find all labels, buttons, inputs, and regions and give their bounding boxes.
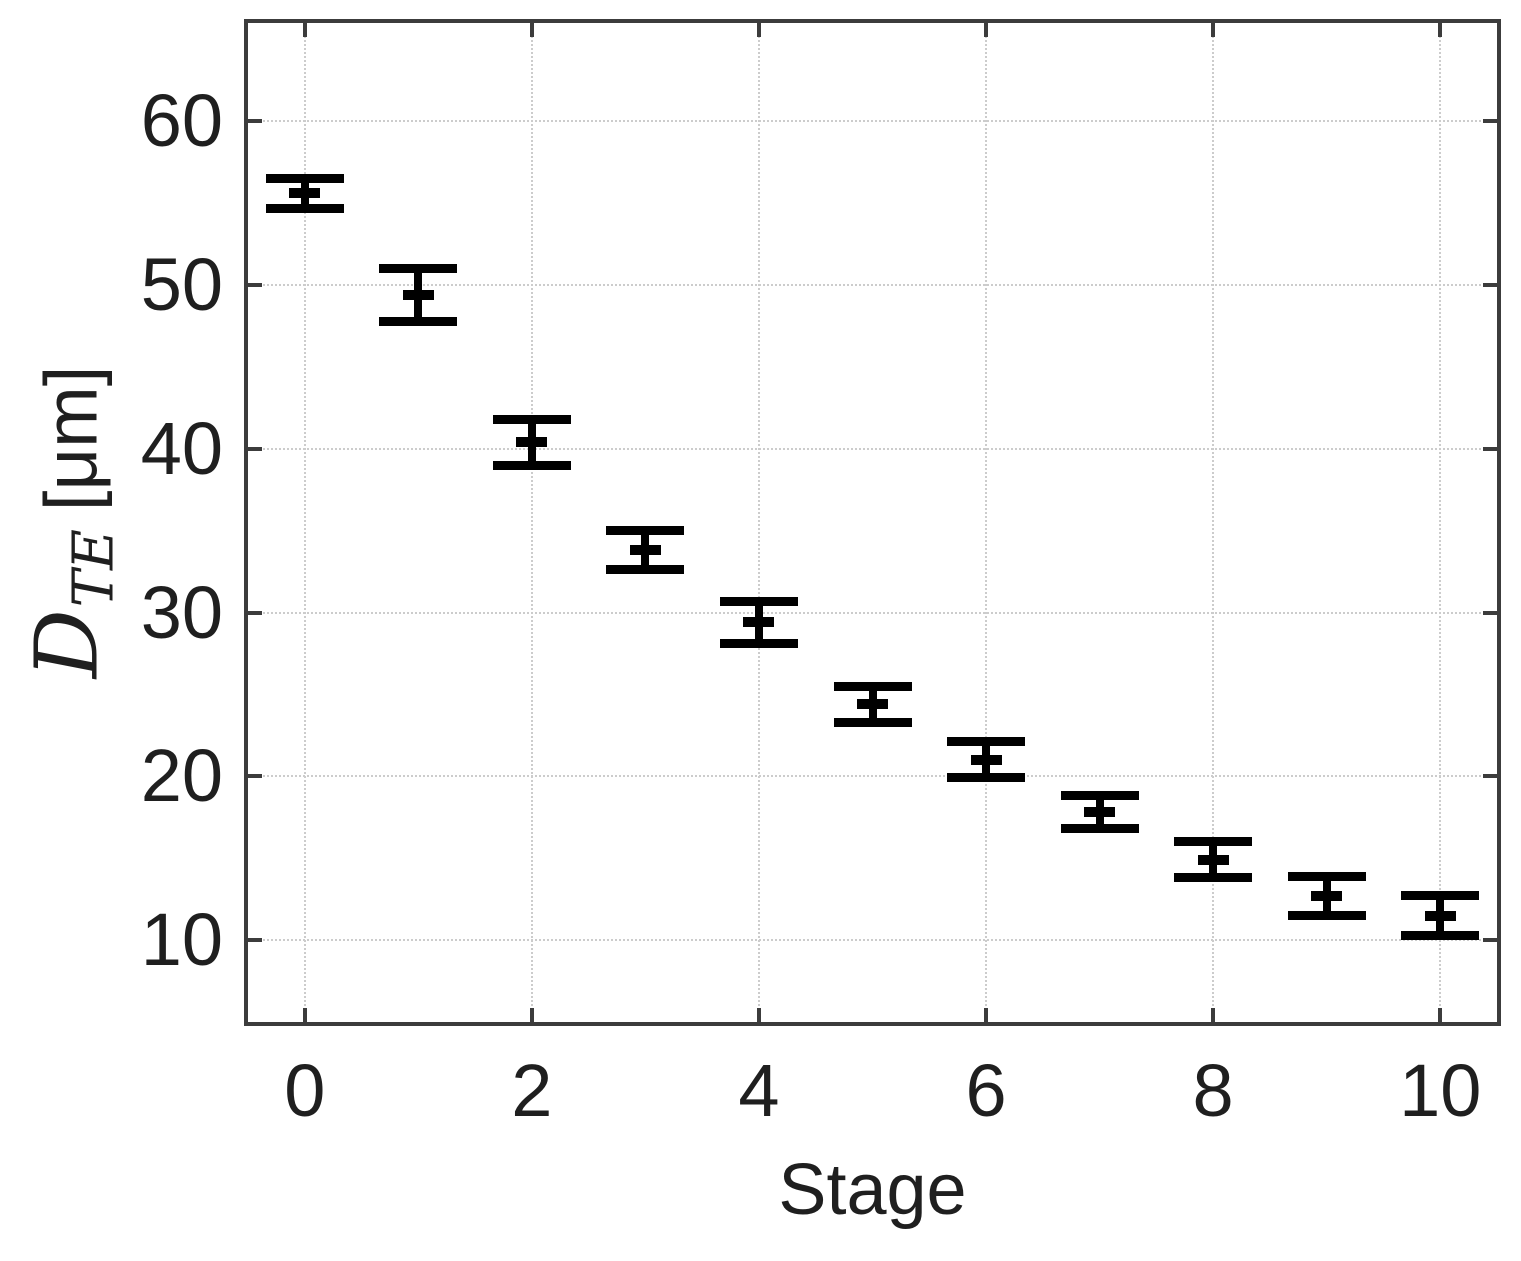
h-gridline xyxy=(248,611,1497,614)
y-tick-left xyxy=(248,119,262,124)
errorbar-marker xyxy=(743,617,775,628)
y-tick-label: 10 xyxy=(140,898,223,982)
x-tick-top xyxy=(756,23,761,37)
errorbar-marker xyxy=(516,437,548,448)
errorbar-point xyxy=(248,23,1497,1022)
x-tick-label: 8 xyxy=(1192,1049,1234,1132)
errorbar-point xyxy=(248,23,1497,1022)
x-tick-bottom xyxy=(302,1008,307,1022)
errorbar-marker xyxy=(1197,854,1229,865)
errorbar-cap-top xyxy=(1060,791,1139,801)
errorbar-cap-top xyxy=(265,174,344,184)
x-tick-label: 10 xyxy=(1399,1049,1482,1132)
y-tick-label: 20 xyxy=(140,734,223,818)
y-tick-right xyxy=(1483,774,1497,779)
errorbar-cap-top xyxy=(1401,891,1480,901)
x-tick-top xyxy=(529,23,534,37)
errorbar-point xyxy=(248,23,1497,1022)
x-tick-label: 0 xyxy=(284,1049,326,1132)
x-tick-bottom xyxy=(1211,1008,1216,1022)
y-tick-right xyxy=(1483,446,1497,451)
errorbar-cap-bottom xyxy=(719,639,798,649)
errorbar-cap-bottom xyxy=(833,717,912,727)
v-gridline xyxy=(985,23,988,1022)
errorbar-marker xyxy=(970,754,1002,765)
v-gridline xyxy=(530,23,533,1022)
y-tick-left xyxy=(248,774,262,779)
y-tick-label: 50 xyxy=(140,243,223,327)
h-gridline xyxy=(248,447,1497,450)
errorbar-point xyxy=(248,23,1497,1022)
y-tick-left xyxy=(248,610,262,615)
x-tick-top xyxy=(984,23,989,37)
errorbar-point xyxy=(248,23,1497,1022)
y-tick-right xyxy=(1483,283,1497,288)
errorbar-marker xyxy=(1311,890,1343,901)
errorbar-point xyxy=(248,23,1497,1022)
errorbar-cap-bottom xyxy=(1174,873,1253,883)
x-tick-bottom xyxy=(984,1008,989,1022)
x-tick-bottom xyxy=(1438,1008,1443,1022)
y-tick-left xyxy=(248,938,262,943)
y-tick-right xyxy=(1483,938,1497,943)
h-gridline xyxy=(248,120,1497,123)
y-tick-left xyxy=(248,283,262,288)
errorbar-marker xyxy=(857,699,888,710)
errorbar-point xyxy=(248,23,1497,1022)
errorbar-cap-top xyxy=(833,681,912,691)
errorbar-cap-bottom xyxy=(947,773,1026,783)
errorbar-point xyxy=(248,23,1497,1022)
h-gridline xyxy=(248,284,1497,287)
y-tick-label: 30 xyxy=(140,570,223,654)
v-gridline xyxy=(1439,23,1442,1022)
plot-area xyxy=(244,19,1501,1026)
y-axis-label: DTE[μm] xyxy=(0,23,143,1022)
y-tick-right xyxy=(1483,610,1497,615)
x-tick-label: 2 xyxy=(511,1049,553,1132)
v-gridline xyxy=(303,23,306,1022)
errorbar-marker xyxy=(629,545,661,556)
errorbar-marker xyxy=(1424,910,1456,921)
v-gridline xyxy=(757,23,760,1022)
errorbar-cap-bottom xyxy=(265,203,344,213)
y-tick-label: 40 xyxy=(140,406,223,490)
errorbar-cap-top xyxy=(492,414,571,424)
errorbar-cap-bottom xyxy=(379,316,458,326)
x-axis-label: Stage xyxy=(778,1150,967,1230)
y-tick-label: 60 xyxy=(140,79,223,163)
errorbar-cap-top xyxy=(1287,871,1366,881)
h-gridline xyxy=(248,775,1497,778)
y-tick-left xyxy=(248,446,262,451)
errorbar-cap-bottom xyxy=(1287,911,1366,921)
errorbar-marker xyxy=(1084,807,1116,818)
x-tick-label: 6 xyxy=(965,1049,1007,1132)
x-tick-bottom xyxy=(756,1008,761,1022)
x-tick-label: 4 xyxy=(738,1049,780,1132)
h-gridline xyxy=(248,939,1497,942)
errorbar-cap-top xyxy=(947,737,1026,747)
errorbar-point xyxy=(248,23,1497,1022)
y-tick-right xyxy=(1483,119,1497,124)
errorbar-cap-bottom xyxy=(1060,824,1139,834)
errorbar-cap-top xyxy=(606,526,685,536)
errorbar-point xyxy=(248,23,1497,1022)
errorbar-point xyxy=(248,23,1497,1022)
errorbar-cap-bottom xyxy=(606,565,685,575)
errorbar-cap-top xyxy=(1174,837,1253,847)
errorbar-cap-top xyxy=(719,596,798,606)
errorbar-marker xyxy=(402,289,434,300)
x-tick-bottom xyxy=(529,1008,534,1022)
errorbar-cap-bottom xyxy=(1401,930,1480,940)
v-gridline xyxy=(1212,23,1215,1022)
errorbar-cap-bottom xyxy=(492,460,571,470)
errorbar-cap-top xyxy=(379,264,458,274)
x-tick-top xyxy=(1438,23,1443,37)
x-tick-top xyxy=(302,23,307,37)
errorbar-marker xyxy=(289,188,321,199)
x-tick-top xyxy=(1211,23,1216,37)
